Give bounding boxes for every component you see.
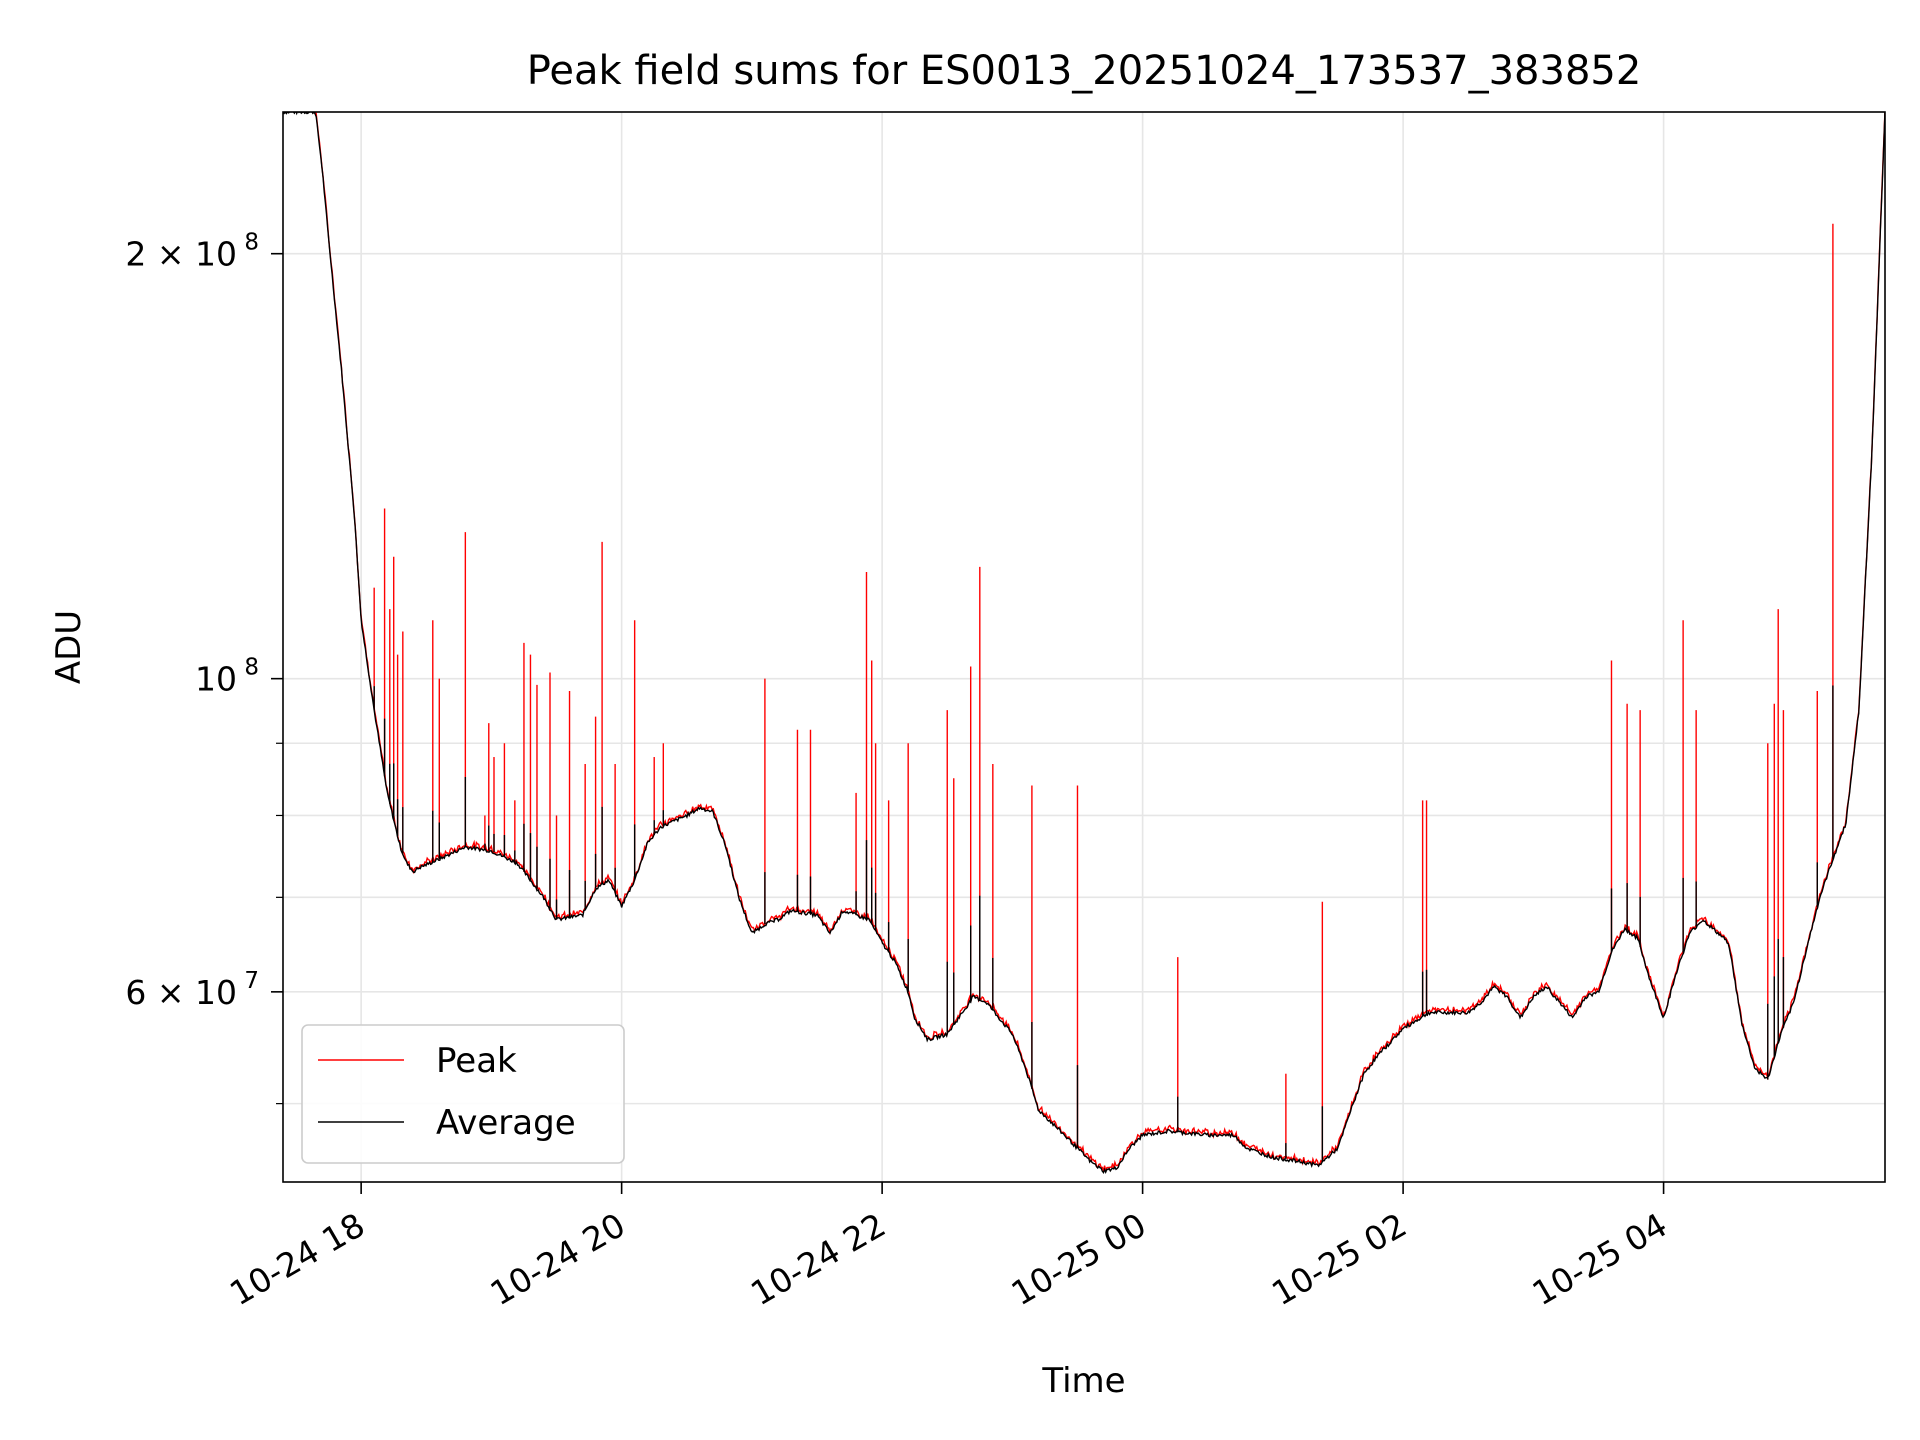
y-tick-label: 6 × 10 [125,973,237,1012]
chart-title: Peak field sums for ES0013_20251024_1735… [527,48,1642,94]
y-tick-exponent: 8 [244,230,259,256]
plot-area [283,112,1885,1175]
y-tick-exponent: 7 [244,968,259,994]
y-axis-label: ADU [49,610,89,684]
average-series-line [283,112,1885,1175]
y-tick-exponent: 8 [244,655,259,681]
legend: Peak Average [301,1024,625,1164]
legend-peak-label: Peak [436,1041,517,1081]
legend-average-label: Average [436,1103,576,1143]
x-axis-label: Time [1041,1361,1125,1401]
axes-frame [282,111,1886,1183]
y-axis: 10 8 2 × 10 8 6 × 10 7 [125,230,283,1105]
y-tick-label: 2 × 10 [125,235,237,274]
y-tick-label: 10 [195,660,237,699]
